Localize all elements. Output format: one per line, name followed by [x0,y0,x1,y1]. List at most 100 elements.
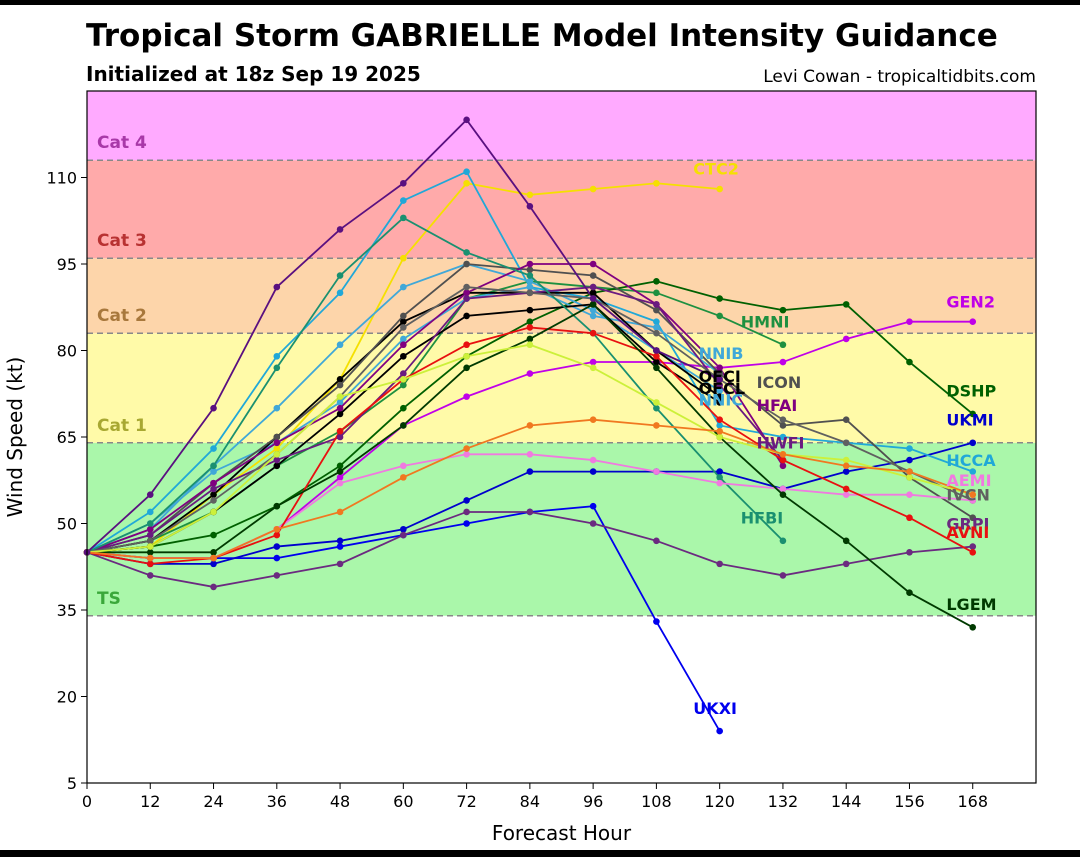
data-point-ukxi [463,520,470,527]
data-point-grpi [400,531,407,539]
data-point-lgem [653,364,660,372]
x-tick-label: 72 [456,792,476,811]
x-tick-label: 0 [82,792,92,811]
x-tick-label: 132 [768,792,799,811]
data-point-grpi [526,508,534,516]
data-point-avni [653,352,660,360]
data-point-avni [716,416,723,424]
chart-title: Tropical Storm GABRIELLE Model Intensity… [86,18,998,54]
data-point-lgem [526,335,534,343]
series-line-hfbi [86,216,784,554]
top-border [0,0,1080,5]
data-point-aemi [589,456,597,464]
data-point-hcca [336,289,344,297]
data-point-nnic [336,341,344,349]
data-point-unlabeled-20 [210,508,217,516]
data-point-gen2 [906,318,913,325]
data-point-hmni [653,289,660,297]
data-point-unlabeled-21 [779,451,787,458]
data-point-gen2 [589,358,597,366]
data-point-ukmi [969,439,977,447]
data-point-hcca [779,433,787,441]
data-point-unlabeled-22 [526,203,534,210]
data-point-hwfi [653,301,660,308]
data-point-ukmi [400,525,407,533]
data-point-hwfi [210,485,217,493]
data-point-dshp [906,358,913,366]
data-point-grpi [273,572,281,579]
data-point-unlabeled-20 [653,399,660,406]
band-ts [87,442,1036,616]
data-point-hfbi [273,364,281,372]
series-label-gen2: GEN2 [946,292,995,311]
data-point-aemi [463,451,470,458]
data-point-grpi [463,508,470,516]
data-point-ivcn [146,537,154,545]
y-tick-label: 95 [57,255,77,274]
data-point-dshp [842,301,850,308]
data-point-hwfi [273,456,281,464]
category-label-cat-2: Cat 2 [97,306,147,326]
data-point-hmni [716,312,723,320]
data-point-avni [273,531,281,539]
data-point-gen2 [336,474,344,481]
series-label-ukmi: UKMI [946,410,993,429]
data-point-grpi [653,537,660,545]
data-point-hfai [146,525,154,533]
x-tick-label: 96 [583,792,603,811]
data-point-hcca [969,468,977,475]
data-point-dshp [653,278,660,285]
data-point-aemi [906,491,913,498]
x-tick-label: 168 [957,792,988,811]
data-point-ctc2 [716,185,723,193]
x-tick-label: 108 [641,792,672,811]
data-point-lgem [146,549,154,556]
data-point-ivcn [779,416,787,424]
data-point-ukxi [273,554,281,562]
data-point-unlabeled-22 [273,283,281,291]
data-point-ukmi [210,560,217,568]
data-point-hfbi [716,474,723,481]
x-tick-label: 48 [330,792,350,811]
data-point-unlabeled-21 [589,416,597,424]
data-point-nnic [589,306,597,314]
data-point-hmni [400,381,407,389]
data-point-unlabeled-21 [210,554,217,562]
data-point-avni [906,514,913,522]
data-point-nnic [526,278,534,285]
data-point-icon [273,433,281,441]
data-point-unlabeled-21 [969,491,977,498]
bottom-border [0,850,1080,857]
data-point-ctc2 [400,254,407,262]
x-tick-label: 36 [267,792,287,811]
data-point-hfbi [463,249,470,256]
data-point-ofcl [716,399,723,406]
data-point-ukxi [716,727,723,735]
data-point-aemi [969,497,977,504]
data-point-ctc2 [526,191,534,199]
data-point-hwfi [463,295,470,302]
series-label-ofcl: OFCL [699,379,745,398]
band-cat-4 [87,91,1036,161]
data-point-unlabeled-21 [146,554,154,562]
series-label-ctc2: CTC2 [693,160,739,179]
data-point-ofci [589,289,597,297]
data-point-grpi [589,520,597,527]
data-point-hfai [336,404,344,412]
data-point-unlabeled-20 [842,456,850,464]
category-label-cat-4: Cat 4 [97,133,147,153]
data-point-icon [336,381,344,389]
data-point-ivcn [400,324,407,331]
series-label-ofci: OFCI [699,367,741,386]
data-point-icon [463,260,470,268]
data-point-unlabeled-21 [273,525,281,533]
data-point-avni [779,456,787,464]
data-point-unlabeled-20 [336,393,344,400]
data-point-grpi [716,560,723,568]
data-point-nnib [210,468,217,475]
data-point-ivcn [463,283,470,291]
data-point-icon [400,312,407,320]
data-point-ofci [210,491,217,498]
data-point-hfbi [146,520,154,527]
data-point-ukmi [526,468,534,475]
